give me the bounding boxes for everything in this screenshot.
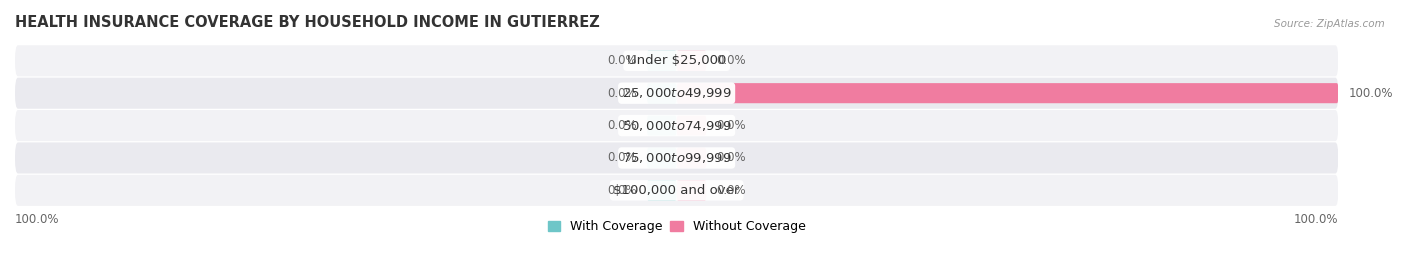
FancyBboxPatch shape [676, 148, 706, 168]
Text: 100.0%: 100.0% [1294, 213, 1339, 226]
FancyBboxPatch shape [15, 78, 1339, 109]
Text: 0.0%: 0.0% [607, 54, 637, 67]
FancyBboxPatch shape [676, 51, 706, 71]
Text: $100,000 and over: $100,000 and over [613, 184, 740, 197]
Text: 0.0%: 0.0% [607, 151, 637, 164]
FancyBboxPatch shape [15, 142, 1339, 174]
FancyBboxPatch shape [676, 180, 706, 200]
FancyBboxPatch shape [15, 45, 1339, 76]
Text: $50,000 to $74,999: $50,000 to $74,999 [621, 119, 731, 133]
FancyBboxPatch shape [647, 83, 676, 103]
Text: 0.0%: 0.0% [717, 119, 747, 132]
FancyBboxPatch shape [15, 175, 1339, 206]
FancyBboxPatch shape [15, 110, 1339, 141]
FancyBboxPatch shape [647, 180, 676, 200]
Text: $25,000 to $49,999: $25,000 to $49,999 [621, 86, 731, 100]
FancyBboxPatch shape [676, 83, 1339, 103]
Text: HEALTH INSURANCE COVERAGE BY HOUSEHOLD INCOME IN GUTIERREZ: HEALTH INSURANCE COVERAGE BY HOUSEHOLD I… [15, 15, 600, 30]
Text: 0.0%: 0.0% [607, 119, 637, 132]
Text: Under $25,000: Under $25,000 [627, 54, 727, 67]
FancyBboxPatch shape [647, 116, 676, 136]
Text: 0.0%: 0.0% [607, 87, 637, 100]
Text: 0.0%: 0.0% [717, 151, 747, 164]
Text: 0.0%: 0.0% [607, 184, 637, 197]
Legend: With Coverage, Without Coverage: With Coverage, Without Coverage [543, 215, 811, 238]
Text: 100.0%: 100.0% [15, 213, 59, 226]
FancyBboxPatch shape [647, 148, 676, 168]
FancyBboxPatch shape [676, 116, 706, 136]
Text: 0.0%: 0.0% [717, 54, 747, 67]
FancyBboxPatch shape [647, 51, 676, 71]
Text: Source: ZipAtlas.com: Source: ZipAtlas.com [1274, 19, 1385, 29]
Text: 100.0%: 100.0% [1348, 87, 1393, 100]
Text: 0.0%: 0.0% [717, 184, 747, 197]
Text: $75,000 to $99,999: $75,000 to $99,999 [621, 151, 731, 165]
